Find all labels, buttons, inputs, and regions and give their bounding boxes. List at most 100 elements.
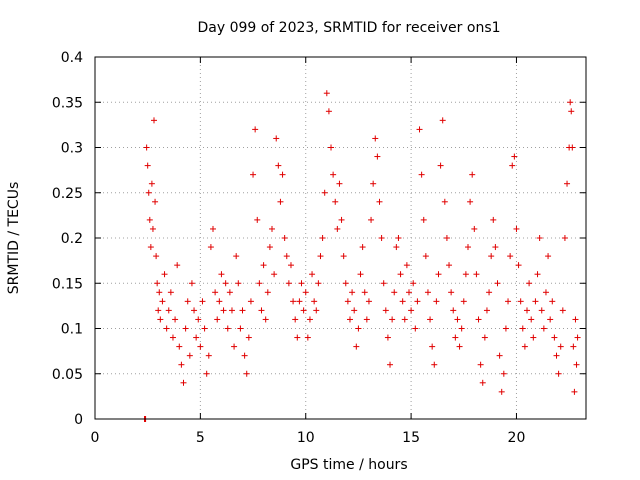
data-points xyxy=(141,90,581,422)
data-point xyxy=(382,307,389,314)
x-tick-label: 10 xyxy=(297,430,315,446)
data-point xyxy=(323,90,330,97)
data-point xyxy=(399,298,406,305)
data-point xyxy=(441,198,448,205)
data-point xyxy=(389,316,396,323)
y-axis-label: SRMTID / TECUs xyxy=(6,182,22,295)
y-tick-label: 0.15 xyxy=(52,276,83,292)
data-point xyxy=(555,370,562,377)
data-point xyxy=(492,244,499,251)
data-point xyxy=(243,370,250,377)
data-point xyxy=(545,253,552,260)
data-point xyxy=(479,379,486,386)
data-point xyxy=(511,153,518,160)
data-point xyxy=(534,271,541,278)
data-point xyxy=(143,144,150,151)
data-point xyxy=(473,271,480,278)
data-point xyxy=(321,189,328,196)
x-axis-ticks: 0 5 10 15 20 xyxy=(91,57,525,446)
data-point xyxy=(477,361,484,368)
data-point xyxy=(526,280,533,287)
data-point xyxy=(205,352,212,359)
data-point xyxy=(467,198,474,205)
data-point xyxy=(180,379,187,386)
data-point xyxy=(471,225,478,232)
data-point xyxy=(245,334,252,341)
data-point xyxy=(509,162,516,169)
data-point xyxy=(269,225,276,232)
data-point xyxy=(309,271,316,278)
data-point xyxy=(513,225,520,232)
data-point xyxy=(538,307,545,314)
data-point xyxy=(281,235,288,241)
data-point xyxy=(536,235,543,241)
data-point xyxy=(397,271,404,278)
data-point xyxy=(182,325,189,332)
data-point xyxy=(481,334,488,341)
data-point xyxy=(569,144,576,151)
data-point xyxy=(458,325,465,332)
data-point xyxy=(427,316,434,323)
data-point xyxy=(260,262,267,269)
data-point xyxy=(275,162,282,169)
data-point xyxy=(146,216,153,223)
data-point xyxy=(500,370,507,377)
data-point xyxy=(370,180,377,187)
data-point xyxy=(163,325,170,332)
data-point xyxy=(573,361,580,368)
data-point xyxy=(368,216,375,223)
data-point xyxy=(292,316,299,323)
data-point xyxy=(521,343,528,350)
data-point xyxy=(264,289,271,296)
data-point xyxy=(283,253,290,260)
data-point xyxy=(519,325,526,332)
data-point xyxy=(330,171,337,178)
data-point xyxy=(551,334,558,341)
data-point xyxy=(153,253,160,260)
data-point xyxy=(241,352,248,359)
data-point xyxy=(342,280,349,287)
data-point xyxy=(547,316,554,323)
data-point xyxy=(464,244,471,251)
data-point xyxy=(167,289,174,296)
data-point xyxy=(462,271,469,278)
data-point xyxy=(315,280,322,287)
data-point xyxy=(155,307,162,314)
data-point xyxy=(147,244,154,251)
data-point xyxy=(393,244,400,251)
data-point xyxy=(517,298,524,305)
x-axis-label: GPS time / hours xyxy=(290,457,407,473)
data-point xyxy=(159,298,166,305)
data-point xyxy=(456,343,463,350)
y-tick-label: 0.05 xyxy=(52,367,83,383)
data-point xyxy=(420,216,427,223)
data-point xyxy=(346,316,353,323)
data-point xyxy=(505,298,512,305)
data-point xyxy=(212,289,219,296)
data-point xyxy=(188,280,195,287)
data-point xyxy=(574,334,581,341)
data-point xyxy=(338,216,345,223)
data-point xyxy=(319,235,326,241)
data-point xyxy=(151,117,158,124)
data-point xyxy=(201,325,208,332)
data-point xyxy=(568,108,575,115)
data-point xyxy=(250,171,257,178)
data-point xyxy=(374,153,381,160)
y-axis-ticks: 0 0.05 0.1 0.15 0.2 0.25 0.3 0.35 0.4 xyxy=(52,50,586,428)
data-point xyxy=(571,388,578,395)
data-point xyxy=(226,289,233,296)
data-point xyxy=(306,316,313,323)
data-point xyxy=(156,289,163,296)
data-point xyxy=(154,280,161,287)
data-point xyxy=(387,361,394,368)
data-point xyxy=(332,198,339,205)
data-point xyxy=(530,334,537,341)
y-tick-label: 0.2 xyxy=(61,231,83,247)
data-point xyxy=(553,352,560,359)
data-point xyxy=(169,334,176,341)
data-point xyxy=(277,198,284,205)
y-tick-label: 0.35 xyxy=(52,95,83,111)
data-point xyxy=(483,307,490,314)
